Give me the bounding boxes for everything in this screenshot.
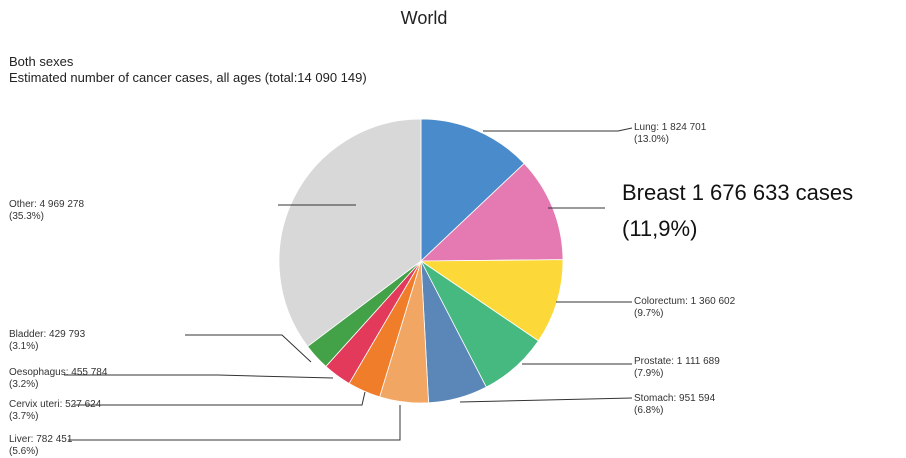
- label-other-value: Other: 4 969 278: [9, 199, 84, 210]
- label-liver-pct: (5.6%): [9, 446, 38, 457]
- label-oesophagus-pct: (3.2%): [9, 379, 38, 390]
- leader-line-bladder: [185, 334, 312, 363]
- label-colorectum-pct: (9.7%): [634, 308, 663, 319]
- label-colorectum-value: Colorectum: 1 360 602: [634, 296, 736, 307]
- label-breast-value: Breast 1 676 633 cases: [622, 180, 853, 205]
- label-prostate-pct: (7.9%): [634, 368, 663, 379]
- label-bladder-pct: (3.1%): [9, 341, 38, 352]
- pie-slice-other: [278, 118, 422, 347]
- label-prostate: Prostate: 1 111 689 (7.9%): [634, 356, 720, 379]
- label-colorectum: Colorectum: 1 360 602 (9.7%): [634, 296, 736, 319]
- label-lung-value: Lung: 1 824 701: [634, 122, 707, 133]
- pie-slice-lung: [420, 118, 525, 262]
- leader-line-cervix: [74, 391, 366, 406]
- leader-line-stomach: [459, 397, 633, 403]
- label-stomach: Stomach: 951 594 (6.8%): [634, 393, 716, 416]
- chart-title: World: [401, 8, 448, 28]
- leader-line-oesophagus: [64, 374, 334, 379]
- label-liver-value: Liver: 782 451: [9, 434, 73, 445]
- label-bladder-value: Bladder: 429 793: [9, 329, 86, 340]
- label-oesophagus: Oesophagus: 455 784 (3.2%): [9, 367, 108, 390]
- label-cervix: Cervix uteri: 527 624 (3.7%): [9, 399, 102, 422]
- label-bladder: Bladder: 429 793 (3.1%): [9, 329, 86, 352]
- label-lung: Lung: 1 824 701 (13.0%): [634, 122, 707, 145]
- label-cervix-pct: (3.7%): [9, 411, 38, 422]
- label-stomach-pct: (6.8%): [634, 405, 663, 416]
- label-cervix-value: Cervix uteri: 527 624: [9, 399, 102, 410]
- label-other-pct: (35.3%): [9, 211, 44, 222]
- label-prostate-value: Prostate: 1 111 689: [634, 356, 720, 367]
- label-liver: Liver: 782 451 (5.6%): [9, 434, 73, 457]
- label-lung-pct: (13.0%): [634, 134, 669, 145]
- chart-subtitle-measure: Estimated number of cancer cases, all ag…: [9, 70, 367, 85]
- label-breast-pct: (11,9%): [622, 216, 697, 241]
- leader-line-lung: [483, 127, 633, 132]
- label-oesophagus-value: Oesophagus: 455 784: [9, 367, 108, 378]
- label-breast: Breast 1 676 633 cases (11,9%): [622, 180, 853, 241]
- leader-line-liver: [68, 405, 401, 441]
- label-other: Other: 4 969 278 (35.3%): [9, 199, 84, 222]
- label-stomach-value: Stomach: 951 594: [634, 393, 716, 404]
- chart-subtitle-sex: Both sexes: [9, 54, 74, 69]
